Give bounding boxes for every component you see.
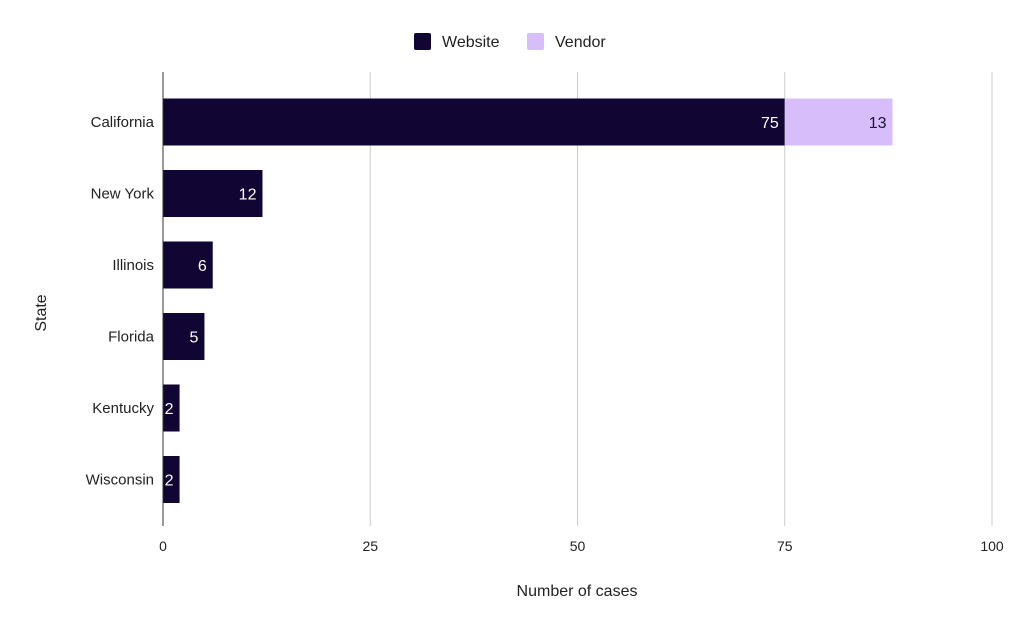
x-tick-label-25: 25 (362, 538, 378, 554)
x-tick-label-100: 100 (980, 538, 1004, 554)
data-label-california-website: 75 (761, 115, 779, 132)
bar-florida-website (163, 313, 205, 360)
data-label-kentucky-website: 2 (165, 401, 174, 418)
y-axis-categories: California New York Illinois Florida Kentuck… (86, 114, 155, 489)
bar-illinois-website (163, 241, 213, 289)
legend-swatch-vendor (527, 33, 544, 50)
bar-new-york-website (163, 170, 263, 217)
bar-kentucky-website (163, 384, 180, 432)
category-label-kentucky: Kentucky (92, 400, 154, 417)
data-label-illinois-website: 6 (198, 258, 207, 275)
category-label-new-york: New York (91, 186, 155, 203)
x-axis-title: Number of cases (517, 583, 638, 600)
category-label-wisconsin: Wisconsin (86, 472, 154, 489)
gridlines (369, 72, 993, 526)
legend-label-vendor: Vendor (555, 34, 606, 51)
x-tick-label-75: 75 (777, 538, 793, 554)
legend: Website Vendor (414, 33, 606, 51)
x-axis-ticks: 0 25 50 75 100 (159, 538, 1004, 554)
category-label-california: California (91, 114, 155, 131)
x-tick-label-50: 50 (570, 538, 586, 554)
bar-california-vendor (784, 98, 893, 146)
data-label-new-york-website: 12 (239, 187, 257, 204)
bar-california-website (163, 98, 785, 146)
bars: 75 13 12 6 5 2 2 (163, 98, 893, 503)
category-label-florida: Florida (108, 329, 155, 346)
data-label-florida-website: 5 (190, 330, 199, 347)
legend-label-website: Website (442, 34, 500, 51)
y-axis-title: State (33, 294, 50, 331)
legend-swatch-website (414, 33, 431, 50)
data-label-wisconsin-website: 2 (165, 473, 174, 490)
x-tick-label-0: 0 (159, 538, 167, 554)
bar-wisconsin-website (163, 456, 180, 503)
category-label-illinois: Illinois (112, 257, 154, 274)
data-label-california-vendor: 13 (869, 115, 887, 132)
